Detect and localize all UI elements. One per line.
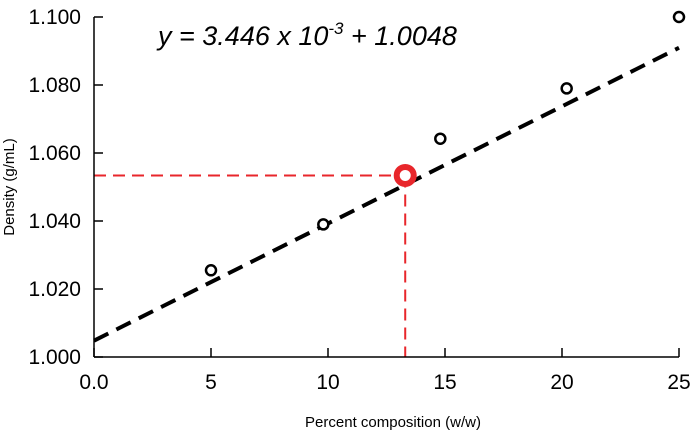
- data-point: [672, 10, 686, 24]
- data-point: [204, 264, 218, 277]
- y-tick-label: 1.080: [28, 74, 81, 97]
- y-tick-label: 1.000: [28, 346, 81, 369]
- data-points: [204, 10, 686, 277]
- highlight-marker-group: [393, 163, 417, 187]
- y-tick-label: 1.060: [28, 142, 81, 165]
- x-tick-label: 5: [205, 371, 217, 394]
- data-point: [317, 218, 330, 231]
- x-tick-label: 20: [550, 371, 573, 394]
- equation-exponent: -3: [328, 19, 344, 38]
- fit-line-group: [93, 45, 680, 343]
- axes: [93, 16, 680, 358]
- highlight-guides: [94, 174, 407, 357]
- equation-rest: + 1.0048: [344, 21, 457, 51]
- equation: y = 3.446 x 10-3 + 1.0048: [156, 19, 457, 51]
- x-tick-labels: 0.0 5 10 15 20 25: [79, 371, 690, 394]
- x-tick-label: 25: [667, 371, 690, 394]
- highlight-point: [393, 163, 417, 187]
- data-point: [560, 82, 573, 95]
- equation-y: y: [156, 21, 173, 51]
- equation-equals: =: [172, 21, 203, 51]
- y-tick-label: 1.040: [28, 210, 81, 233]
- x-axis-label: Percent composition (w/w): [305, 414, 481, 431]
- y-axis-label: Density (g/mL): [1, 138, 18, 236]
- x-tick-label: 0.0: [79, 371, 108, 394]
- data-point: [434, 132, 447, 145]
- x-tick-label: 15: [433, 371, 456, 394]
- y-tick-labels: 1.000 1.020 1.040 1.060 1.080 1.100: [28, 6, 81, 369]
- equation-coef: 3.446 x 10: [202, 21, 328, 51]
- y-tick-label: 1.020: [28, 278, 81, 301]
- y-tick-label: 1.100: [28, 6, 81, 29]
- fit-line: [93, 45, 680, 343]
- x-tick-label: 10: [316, 371, 339, 394]
